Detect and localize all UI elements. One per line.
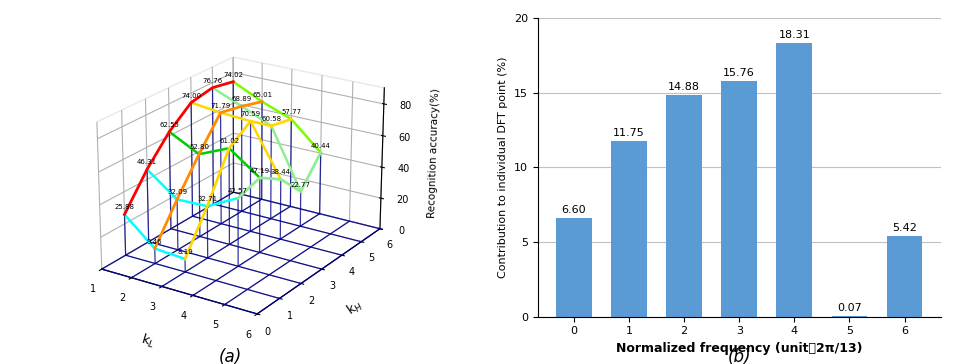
Bar xyxy=(831,316,867,317)
Bar xyxy=(777,43,812,317)
Text: 5.42: 5.42 xyxy=(892,223,917,233)
Text: 11.75: 11.75 xyxy=(613,128,645,138)
X-axis label: k$_L$: k$_L$ xyxy=(138,332,156,351)
Bar xyxy=(721,82,757,317)
Y-axis label: Contribution to individual DFT point (%): Contribution to individual DFT point (%) xyxy=(498,57,508,278)
Text: 0.07: 0.07 xyxy=(837,302,862,313)
Y-axis label: k$_H$: k$_H$ xyxy=(344,297,366,320)
X-axis label: Normalized frequency (unit：2π/13): Normalized frequency (unit：2π/13) xyxy=(616,342,862,355)
Text: (b): (b) xyxy=(728,348,751,364)
Text: (a): (a) xyxy=(219,348,242,364)
Text: 15.76: 15.76 xyxy=(723,68,756,79)
Bar xyxy=(887,236,923,317)
Text: 6.60: 6.60 xyxy=(562,205,587,215)
Bar xyxy=(556,218,591,317)
Bar xyxy=(612,141,647,317)
Text: 14.88: 14.88 xyxy=(668,82,700,92)
Text: 18.31: 18.31 xyxy=(779,31,810,40)
Bar xyxy=(666,95,702,317)
